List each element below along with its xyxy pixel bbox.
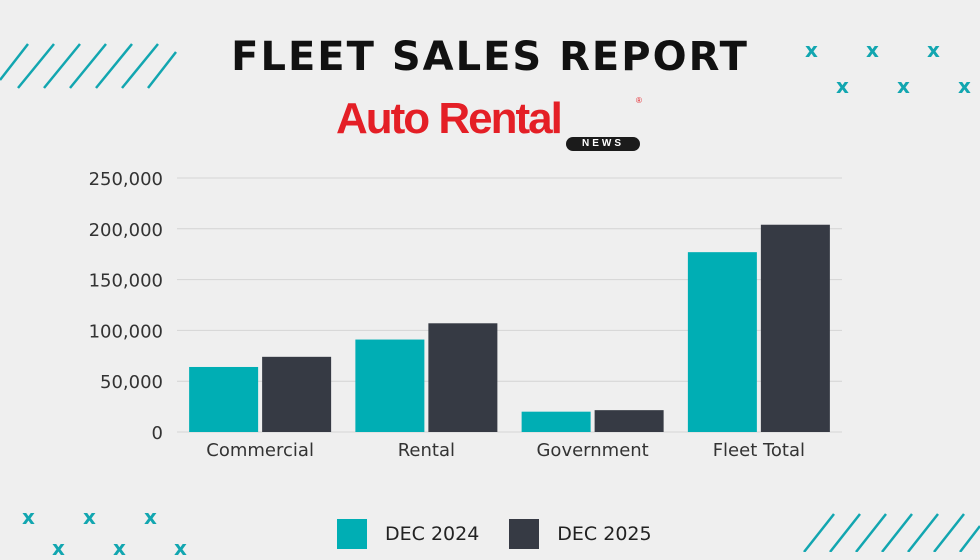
x-mark-icon: x [897,74,910,98]
bar-rental-dec-2025 [428,323,498,432]
legend-label: DEC 2024 [385,523,480,545]
chart-bars [189,224,830,432]
x-mark-icon: x [805,38,818,62]
x-mark-icon: x [22,505,35,529]
legend-label: DEC 2025 [557,523,652,545]
y-tick-label: 200,000 [89,220,163,241]
chart-legend: DEC 2024 DEC 2025 [337,519,682,549]
logo-wordmark: Auto Rental [336,94,563,143]
bar-commercial-dec-2025 [262,356,332,432]
y-tick-label: 250,000 [89,169,163,190]
bar-fleet-total-dec-2025 [760,224,830,432]
stripes-bottom-right [803,513,980,552]
x-axis-ticks: Commercial Rental Government Fleet Total [206,440,805,461]
bar-government-dec-2025 [594,410,664,432]
y-tick-label: 100,000 [89,321,163,342]
stripes-top-left [0,43,177,89]
legend-swatch [509,519,540,549]
x-tick-label: Commercial [206,440,314,461]
bar-fleet-total-dec-2024 [687,252,757,432]
y-tick-label: 0 [152,423,163,444]
auto-rental-news-logo: Auto Rental ® NEWS [330,94,650,156]
y-tick-label: 150,000 [89,271,163,292]
y-axis-ticks: 0 50,000 100,000 150,000 200,000 250,000 [89,169,163,444]
bar-commercial-dec-2024 [189,366,259,432]
legend-item-dec-2024: DEC 2024 [337,519,479,549]
logo-subtitle: NEWS [566,137,640,151]
x-tick-label: Government [536,440,648,461]
x-mark-icon: x [958,74,971,98]
bar-rental-dec-2024 [355,339,425,432]
x-mark-icon: x [866,38,879,62]
bar-government-dec-2024 [521,411,591,432]
x-mark-icon: x [927,38,940,62]
registered-mark-icon: ® [636,96,642,105]
x-mark-icon: x [83,505,96,529]
legend-swatch [337,519,367,549]
x-mark-icon: x [144,505,157,529]
y-tick-label: 50,000 [100,372,163,393]
x-tick-label: Fleet Total [713,440,805,461]
page-title: FLEET SALES REPORT [231,34,749,80]
x-mark-icon: x [836,74,849,98]
legend-item-dec-2025: DEC 2025 [509,519,652,549]
x-tick-label: Rental [398,440,455,461]
